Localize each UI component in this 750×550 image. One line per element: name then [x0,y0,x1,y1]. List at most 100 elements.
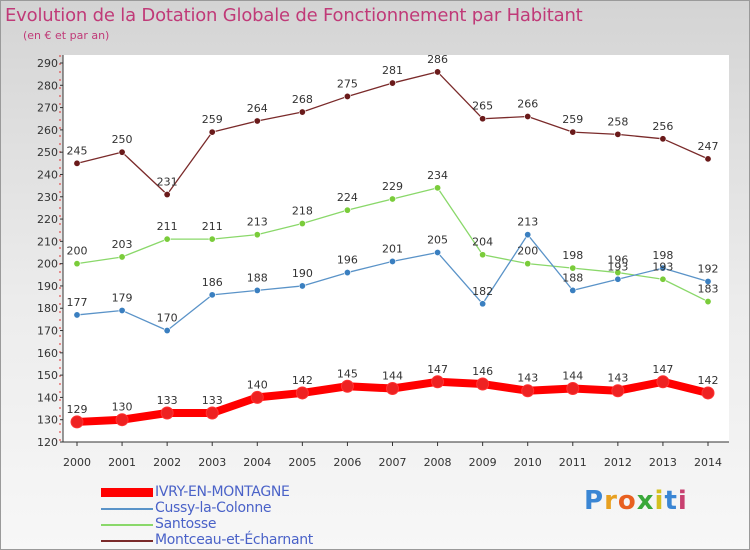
series-point-3 [524,113,532,121]
x-tick-label: 2007 [379,456,407,469]
data-label: 201 [382,242,403,255]
series-point-3 [704,155,712,163]
data-label: 286 [427,53,448,66]
data-label: 133 [157,394,178,407]
y-tick-label: 220 [37,213,58,226]
series-point-3 [614,130,622,138]
x-tick-label: 2009 [469,456,497,469]
data-label: 196 [337,254,358,267]
series-point-2 [298,220,306,228]
series-point-0 [205,406,219,420]
chart-title: Evolution de la Dotation Globale de Fonc… [5,5,583,26]
series-point-3 [163,191,171,199]
series-point-0 [566,381,580,395]
series-point-1 [434,249,442,257]
data-label: 193 [652,260,673,273]
data-label: 179 [112,291,133,304]
y-tick-label: 210 [37,235,58,248]
x-tick-label: 2006 [333,456,361,469]
y-tick-label: 130 [37,414,58,427]
data-label: 200 [67,245,88,258]
legend-swatch-3 [101,540,153,542]
data-label: 145 [337,367,358,380]
data-label: 200 [517,245,538,258]
series-point-0 [250,390,264,404]
y-tick-label: 250 [37,146,58,159]
legend-label-3: Montceau-et-Écharnant [155,532,313,548]
data-label: 245 [67,144,88,157]
series-point-3 [73,159,81,167]
data-label: 177 [67,296,88,309]
data-label: 265 [472,100,493,113]
data-label: 143 [607,372,628,385]
data-label: 250 [112,133,133,146]
plot-area [63,55,729,442]
series-point-0 [701,386,715,400]
data-label: 142 [698,374,719,387]
series-point-0 [115,413,129,427]
series-point-1 [704,277,712,285]
series-point-1 [388,257,396,265]
data-label: 234 [427,169,448,182]
series-point-2 [163,235,171,243]
data-label: 205 [427,234,448,247]
series-point-0 [521,384,535,398]
series-point-2 [118,253,126,261]
y-tick-label: 260 [37,124,58,137]
data-label: 183 [698,283,719,296]
data-label: 147 [652,363,673,376]
x-tick-label: 2003 [198,456,226,469]
legend-label-1: Cussy-la-Colonne [155,500,272,516]
y-tick-label: 290 [37,57,58,70]
series-point-1 [614,275,622,283]
series-point-3 [298,108,306,116]
series-point-1 [659,264,667,272]
data-label: 281 [382,64,403,77]
data-label: 268 [292,93,313,106]
data-label: 229 [382,180,403,193]
series-point-1 [343,269,351,277]
data-label: 144 [382,369,403,382]
data-label: 186 [202,276,223,289]
data-label: 259 [562,113,583,126]
data-label: 182 [472,285,493,298]
series-point-2 [659,275,667,283]
series-point-3 [434,68,442,76]
series-point-0 [386,381,399,395]
series-point-0 [160,406,174,420]
data-label: 192 [698,262,719,275]
series-point-2 [569,264,577,272]
x-tick-label: 2002 [153,456,181,469]
data-label: 259 [202,113,223,126]
x-tick-label: 2000 [63,456,91,469]
legend-swatch-1 [101,508,153,510]
x-tick-label: 2008 [424,456,452,469]
x-tick-label: 2010 [514,456,542,469]
data-label: 193 [607,260,628,273]
x-tick-label: 2001 [108,456,136,469]
series-point-3 [118,148,126,156]
series-point-2 [343,206,351,214]
series-point-2 [208,235,216,243]
x-tick-label: 2011 [559,456,587,469]
series-point-1 [253,286,261,294]
series-point-1 [208,291,216,299]
series-point-3 [208,128,216,136]
data-label: 142 [292,374,313,387]
series-point-0 [70,415,84,429]
y-tick-label: 170 [37,325,58,338]
data-label: 264 [247,102,268,115]
y-tick-label: 190 [37,280,58,293]
series-point-1 [298,282,306,290]
x-tick-label: 2012 [604,456,632,469]
data-label: 170 [157,312,178,325]
series-point-1 [73,311,81,319]
series-point-2 [253,231,261,239]
data-label: 211 [202,220,223,233]
data-label: 188 [562,271,583,284]
y-tick-label: 180 [37,302,58,315]
series-point-3 [253,117,261,125]
x-tick-label: 2013 [649,456,677,469]
